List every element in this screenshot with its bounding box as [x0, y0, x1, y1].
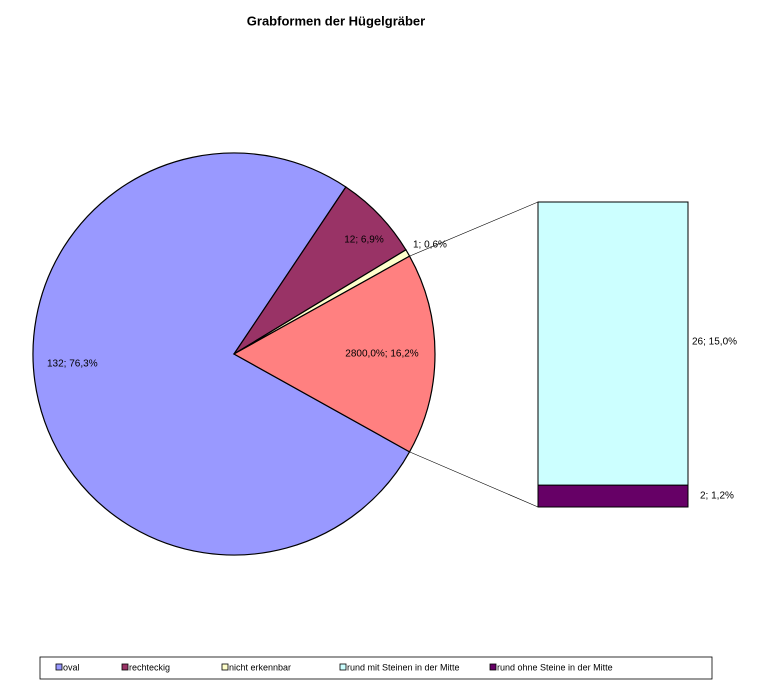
connector-line — [409, 451, 539, 508]
data-label: 26; 15,0% — [692, 337, 737, 348]
legend-swatch — [221, 663, 229, 671]
legend-swatch — [489, 663, 497, 671]
legend-box — [39, 656, 713, 680]
legend-swatch — [121, 663, 129, 671]
chart-title: Grabformen der Hügelgräber — [247, 13, 425, 28]
legend-label: rechteckig — [129, 662, 170, 672]
legend-swatch — [55, 663, 63, 671]
legend-label: oval — [63, 662, 80, 672]
bar-segment — [537, 484, 689, 508]
legend-label: rund ohne Steine in der Mitte — [497, 662, 613, 672]
data-label: 12; 6,9% — [344, 235, 384, 246]
connector-line — [409, 201, 539, 257]
data-label: 2; 1,2% — [700, 491, 734, 502]
pie-slice — [232, 255, 436, 453]
legend-label: rund mit Steinen in der Mitte — [347, 662, 460, 672]
legend-swatch — [339, 663, 347, 671]
data-label: 1; 0,6% — [413, 240, 447, 251]
data-label: 132; 76,3% — [47, 359, 98, 370]
bar-segment — [537, 201, 689, 486]
legend-label: nicht erkennbar — [229, 662, 291, 672]
pie-slice — [32, 152, 411, 556]
data-label: 2800,0%; 16,2% — [345, 349, 418, 360]
